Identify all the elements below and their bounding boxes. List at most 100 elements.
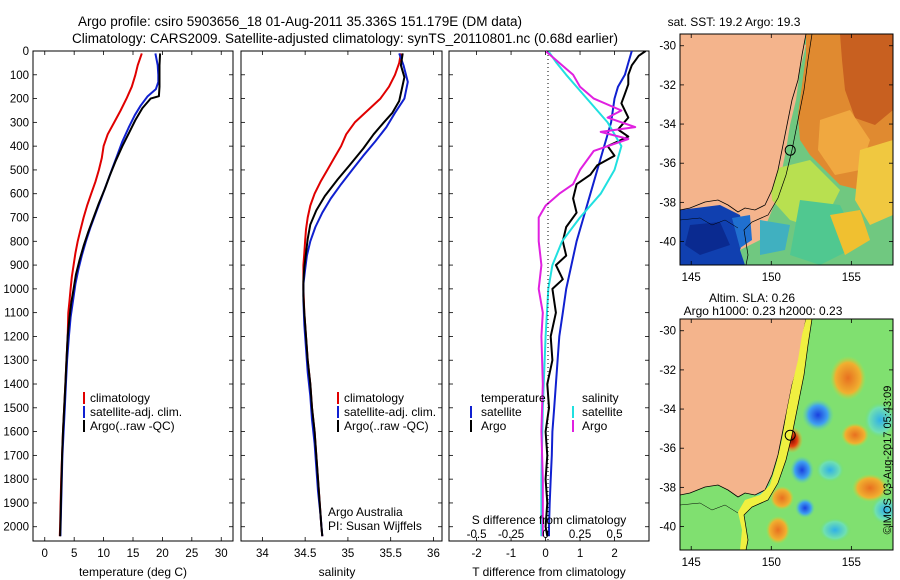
temperature-x-axis: 0 5 10 15 20 25 30 xyxy=(42,51,228,560)
depth-tick-label: 500 xyxy=(10,165,29,177)
float-position-marker xyxy=(784,144,796,156)
lon-tick-label: 145 xyxy=(682,557,701,569)
depth-axis-ticks xyxy=(33,50,649,528)
legend-s-satellite: satellite xyxy=(582,405,623,419)
depth-tick-label: 1900 xyxy=(3,498,29,510)
legend-satellite: satellite-adj. clim. xyxy=(90,405,182,419)
lat-tick-label: -34 xyxy=(659,404,676,416)
x-tick-label: 20 xyxy=(156,548,169,560)
argo-australia-credit: Argo Australia xyxy=(328,505,403,519)
depth-tick-label: 1100 xyxy=(4,308,29,320)
temperature-series xyxy=(58,53,162,537)
legend-temperature-heading: temperature xyxy=(481,391,546,405)
series-line-t-satellite xyxy=(548,51,633,537)
legend-climatology: climatology xyxy=(344,391,404,405)
x-tick-label: 30 xyxy=(215,548,228,560)
series-line-argo xyxy=(302,53,406,537)
lat-tick-label: -32 xyxy=(659,365,676,377)
lat-tick-label: -30 xyxy=(659,41,676,53)
depth-tick-label: 0 xyxy=(23,46,29,58)
x-tick-label: 15 xyxy=(127,548,140,560)
difference-x-axis: -2 -1 0 1 2 xyxy=(471,51,618,560)
lon-tick-label: 150 xyxy=(762,272,781,284)
legend-t-satellite: satellite xyxy=(481,405,522,419)
depth-tick-label: 200 xyxy=(10,94,29,106)
legend-argo: Argo(..raw -QC) xyxy=(344,419,429,433)
x-tick-label: 2 xyxy=(611,548,617,560)
x-tick-label: 35 xyxy=(342,548,355,560)
x-tick-label: 0 xyxy=(42,548,48,560)
lat-tick-label: -30 xyxy=(659,326,676,338)
salinity-x-label: salinity xyxy=(319,565,356,579)
temperature-x-label: temperature (deg C) xyxy=(79,565,187,579)
s-tick-label: 0 xyxy=(542,529,548,541)
s-tick-label: -0.25 xyxy=(498,529,524,541)
lat-tick-label: -38 xyxy=(659,197,676,209)
salinity-legend: climatology satellite-adj. clim. Argo(..… xyxy=(337,391,436,433)
depth-tick-label: 700 xyxy=(10,213,29,225)
x-tick-label: 34 xyxy=(256,548,269,560)
depth-tick-label: 2000 xyxy=(3,522,29,534)
lat-tick-label: -36 xyxy=(659,158,676,170)
series-line-s-satellite xyxy=(540,51,623,537)
difference-panel-frame xyxy=(448,50,650,542)
x-tick-label: -1 xyxy=(506,548,516,560)
salinity-x-axis: 34 34.5 35 35.5 36 xyxy=(256,51,440,560)
legend-salinity-heading: salinity xyxy=(582,391,619,405)
lat-tick-label: -38 xyxy=(659,482,676,494)
series-line-satellite xyxy=(59,53,160,537)
float-position-marker xyxy=(784,429,796,441)
x-tick-label: 34.5 xyxy=(294,548,316,560)
lat-tick-label: -32 xyxy=(659,80,676,92)
series-line-argo xyxy=(59,53,162,537)
sla-map-title-2: Argo h1000: 0.23 h2000: 0.23 xyxy=(684,304,843,318)
s-difference-x-label: S difference from climatology xyxy=(472,513,627,527)
salinity-panel-frame xyxy=(240,50,443,542)
depth-tick-label: 900 xyxy=(10,260,29,272)
temperature-legend: climatology satellite-adj. clim. Argo(..… xyxy=(83,391,182,433)
series-line-t-argo xyxy=(544,51,647,537)
lat-tick-label: -40 xyxy=(659,237,676,249)
x-tick-label: 10 xyxy=(97,548,110,560)
lat-tick-label: -36 xyxy=(659,443,676,455)
s-tick-label: 0.5 xyxy=(607,529,623,541)
depth-tick-label: 1700 xyxy=(3,450,29,462)
x-tick-label: 5 xyxy=(71,548,77,560)
lat-tick-label: -40 xyxy=(659,522,676,534)
series-line-satellite xyxy=(302,53,409,537)
depth-tick-label: 400 xyxy=(10,141,29,153)
legend-s-argo: Argo xyxy=(582,419,608,433)
sla-map-frame xyxy=(679,318,894,551)
x-tick-label: 35.5 xyxy=(379,548,401,560)
legend-satellite: satellite-adj. clim. xyxy=(344,405,436,419)
x-tick-label: 36 xyxy=(427,548,440,560)
x-tick-label: 0 xyxy=(542,548,548,560)
lat-tick-label: -34 xyxy=(659,119,676,131)
header-line-1: Argo profile: csiro 5903656_18 01-Aug-20… xyxy=(78,14,522,29)
x-tick-label: 1 xyxy=(577,548,583,560)
sla-map-title-1: Altim. SLA: 0.26 xyxy=(709,291,795,305)
legend-t-argo: Argo xyxy=(481,419,507,433)
depth-tick-label: 600 xyxy=(10,189,29,201)
depth-tick-label: 800 xyxy=(10,236,29,248)
depth-tick-label: 1600 xyxy=(3,427,29,439)
depth-tick-label: 100 xyxy=(10,70,29,82)
sst-map-frame xyxy=(679,33,894,266)
depth-tick-label: 1800 xyxy=(3,474,29,486)
series-line-s-argo xyxy=(537,51,637,537)
header-line-2: Climatology: CARS2009. Satellite-adjuste… xyxy=(72,31,618,46)
lon-tick-label: 150 xyxy=(762,557,781,569)
x-tick-label: 25 xyxy=(185,548,198,560)
sst-map xyxy=(680,34,893,265)
depth-tick-label: 1000 xyxy=(3,284,29,296)
x-tick-label: -2 xyxy=(471,548,481,560)
depth-tick-label: 1500 xyxy=(3,403,29,415)
depth-tick-label: 1400 xyxy=(3,379,29,391)
s-tick-label: -0.5 xyxy=(467,529,487,541)
lon-tick-label: 145 xyxy=(682,272,701,284)
depth-tick-label: 1300 xyxy=(3,355,29,367)
depth-tick-label: 300 xyxy=(10,117,29,129)
s-tick-label: 0.25 xyxy=(569,529,591,541)
imos-timestamp: ©IMOS 03-Aug-2017 05:43:09 xyxy=(882,386,894,535)
